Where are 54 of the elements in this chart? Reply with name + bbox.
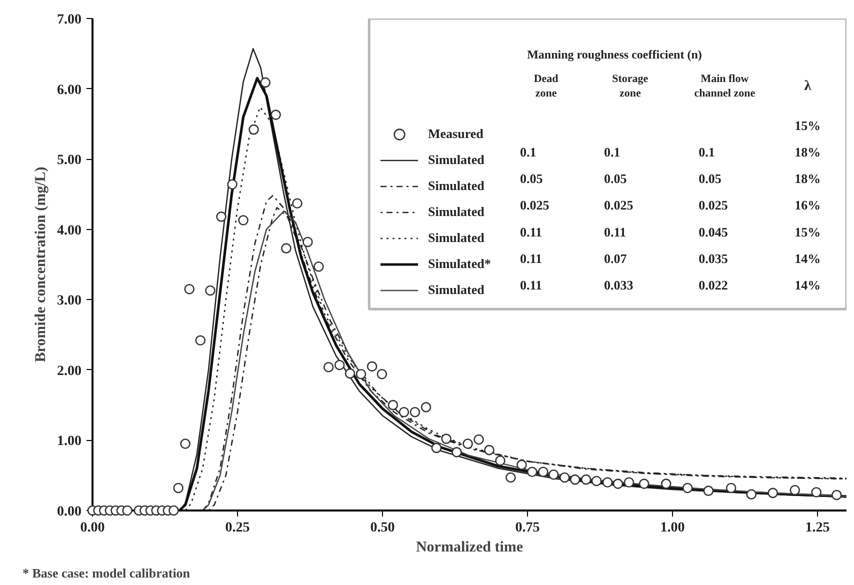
legend-label: Simulated <box>428 281 484 299</box>
annotation: 0.025 <box>698 198 728 213</box>
legend-label: Simulated <box>428 203 484 221</box>
annotation: 16% <box>794 198 821 213</box>
annotation: 0.11 <box>520 224 542 240</box>
legend-label: Simulated <box>428 177 484 195</box>
x-tick-label: 1.25 <box>805 520 830 536</box>
legend-label: Measured <box>428 125 484 143</box>
annotation: 0.045 <box>698 224 728 240</box>
y-tick-label: 7.00 <box>57 12 82 28</box>
legend-label: Simulated* <box>428 255 491 273</box>
text: * Base case: model calibration <box>22 566 191 580</box>
annotation: Main flow channel zone <box>694 73 756 100</box>
y-tick-label: 0.00 <box>57 504 82 520</box>
legend-label: Simulated <box>428 229 484 247</box>
legend-title: Manning roughness coefficient (n) <box>527 48 702 62</box>
x-tick-label: 1.00 <box>660 520 685 536</box>
y-tick-label: 2.00 <box>57 364 82 379</box>
y-tick-label: 1.00 <box>57 434 82 450</box>
annotation: 15% <box>794 224 821 240</box>
annotation: 0.11 <box>520 250 542 266</box>
y-tick-label: 3.00 <box>57 294 82 309</box>
y-tick-label: 5.00 <box>57 153 82 168</box>
annotation: 0.07 <box>604 250 628 266</box>
x-tick-label: 0.50 <box>370 520 395 536</box>
x-axis-title: Normalized time <box>416 540 524 556</box>
y-tick-label: 6.00 <box>57 82 82 98</box>
annotation: 0.033 <box>604 278 634 293</box>
annotation: 0.1 <box>698 144 715 160</box>
y-axis-title: Bromide concentration (mg/L) <box>33 166 49 362</box>
y-tick-label: 4.00 <box>57 223 82 238</box>
annotation: Dead zone <box>534 73 558 100</box>
x-tick-label: 0.75 <box>515 520 540 536</box>
annotation: 0.025 <box>520 198 550 213</box>
annotation: 14% <box>794 278 821 293</box>
annotation: 0.1 <box>520 144 536 160</box>
annotation: 15% <box>794 118 821 133</box>
annotation: Storage zone <box>612 73 648 100</box>
annotation: 18% <box>794 171 821 186</box>
annotation: 18% <box>794 144 821 160</box>
annotation: 0.022 <box>698 278 728 293</box>
annotation: λ <box>804 78 812 94</box>
legend-label: Simulated <box>428 151 484 169</box>
annotation: 0.05 <box>520 171 544 186</box>
annotation: 14% <box>794 250 821 266</box>
annotation: 0.11 <box>520 278 542 293</box>
x-tick-label: 0.00 <box>80 520 105 536</box>
x-tick-label: 0.25 <box>225 520 250 536</box>
annotation: 0.035 <box>698 250 728 266</box>
annotation: 0.05 <box>604 171 628 186</box>
annotation: 0.05 <box>698 171 722 186</box>
annotation: 0.11 <box>604 224 626 240</box>
annotation: 0.025 <box>604 198 634 213</box>
annotation: 0.1 <box>604 144 620 160</box>
